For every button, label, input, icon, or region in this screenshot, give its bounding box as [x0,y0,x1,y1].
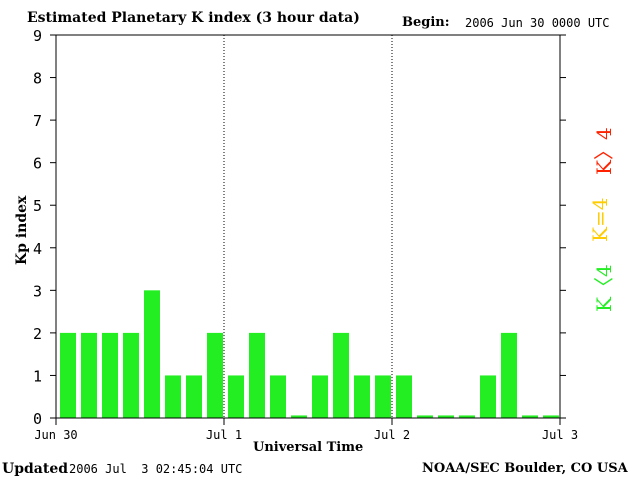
y-axis-label: Kp index [14,195,30,265]
updated-value: 2006 Jul 3 02:45:04 UTC [69,462,243,476]
legend-k-equal-4: K=4 [588,198,612,242]
x-tick-label: Jul 3 [542,428,578,442]
updated-label: Updated [2,461,69,477]
x-tick-label: Jul 2 [374,428,410,442]
y-tick-label: 2 [33,325,42,343]
kp-bar [480,375,496,418]
y-tick-label: 8 [33,70,42,88]
plot-area: 0 1 2 3 4 5 6 7 8 9 Jun 30 Jul 1 Jul 2 Jul 3 [33,27,578,442]
kp-bar [249,332,265,418]
kp-bar [270,375,286,418]
legend-k-below-4-label: K〈4 [592,264,616,312]
kp-bar [207,332,223,418]
kp-bar [543,415,559,418]
kp-bar [165,375,181,418]
kp-bar [102,332,118,418]
y-tick-label: 5 [33,197,42,215]
kp-bar [375,375,391,418]
kp-bar [333,332,349,418]
kp-bar [123,332,139,418]
kp-bar [186,375,202,418]
kp-bar [60,332,76,418]
kp-bar [144,290,160,418]
y-tick-label: 7 [33,112,42,130]
x-axis-label: Universal Time [253,440,364,455]
kp-bar [354,375,370,418]
kp-bar [459,415,475,418]
kp-bar [438,415,454,418]
y-tick-label: 4 [33,240,42,258]
kp-bar [522,415,538,418]
kp-bar [396,375,412,418]
kp-bar [501,332,517,418]
x-tick-label: Jun 30 [34,428,77,442]
kp-bar [228,375,244,418]
chart-title: Estimated Planetary K index (3 hour data… [27,10,360,26]
y-tick-label: 9 [33,27,42,45]
kp-bar [81,332,97,418]
x-tick-label: Jul 1 [206,428,242,442]
begin-label: Begin: [402,15,450,30]
y-tick-label: 6 [33,155,42,173]
y-tick-label: 1 [33,367,42,385]
legend-k-above-4: K〉4 [588,127,617,175]
begin-value: 2006 Jun 30 0000 UTC [465,16,610,30]
kp-bar [417,415,433,418]
kp-bar [312,375,328,418]
kp-bar [291,415,307,418]
y-tick-label: 0 [33,410,42,428]
legend-k-above-4-label: K〉4 [592,127,616,175]
legend-k-equal-4-label: K=4 [588,197,612,242]
legend-k-below-4: K〈4 [588,264,617,312]
y-tick-label: 3 [33,282,42,300]
data-source: NOAA/SEC Boulder, CO USA [422,461,628,476]
plot-frame [55,34,561,419]
